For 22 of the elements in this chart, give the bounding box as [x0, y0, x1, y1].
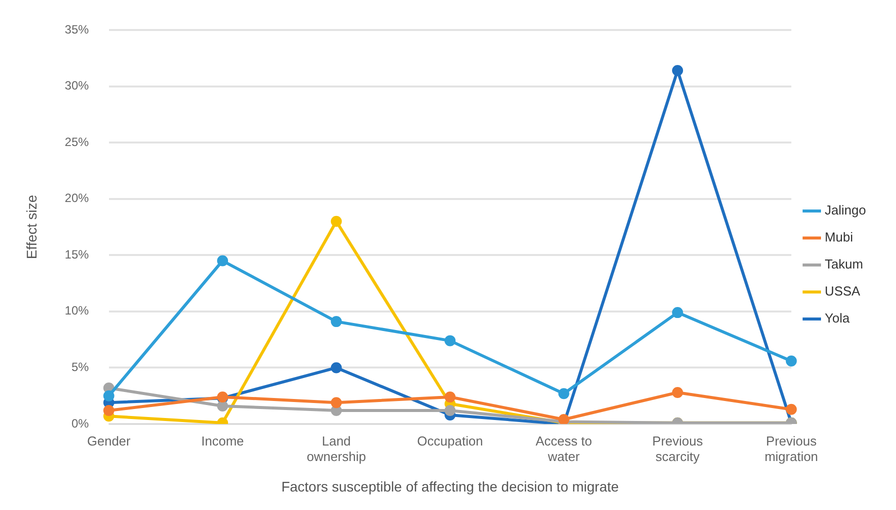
y-tick-label: 0% [71, 416, 90, 430]
y-axis-title: Effect size [23, 194, 40, 260]
x-tick-label: Access to water [536, 433, 592, 464]
y-tick-label: 25% [64, 134, 90, 149]
x-axis-title: Factors susceptible of affecting the decision to migrate [281, 478, 620, 494]
x-tick-label: Gender [87, 433, 132, 448]
y-tick-label: 15% [64, 247, 90, 262]
y-tick-label: 20% [64, 191, 90, 206]
y-tick-label: 35% [64, 22, 90, 36]
x-tick-label: Previous scarcity [652, 433, 704, 464]
y-tick-label: 10% [64, 304, 90, 318]
y-tick-label: 5% [71, 360, 90, 374]
legend-label: Jalingo [824, 202, 866, 218]
legend-label: USSA [824, 284, 861, 299]
legend-label: Yola [824, 310, 850, 326]
x-tick-label: Income [201, 433, 244, 448]
legend-label: Takum [824, 256, 864, 272]
x-tick-label: Land ownership [306, 433, 366, 464]
legend-label: Mubi [824, 230, 854, 245]
y-tick-label: 30% [64, 78, 90, 93]
x-tick-label: Previous migration [764, 433, 818, 464]
x-tick-label: Occupation [417, 433, 483, 448]
